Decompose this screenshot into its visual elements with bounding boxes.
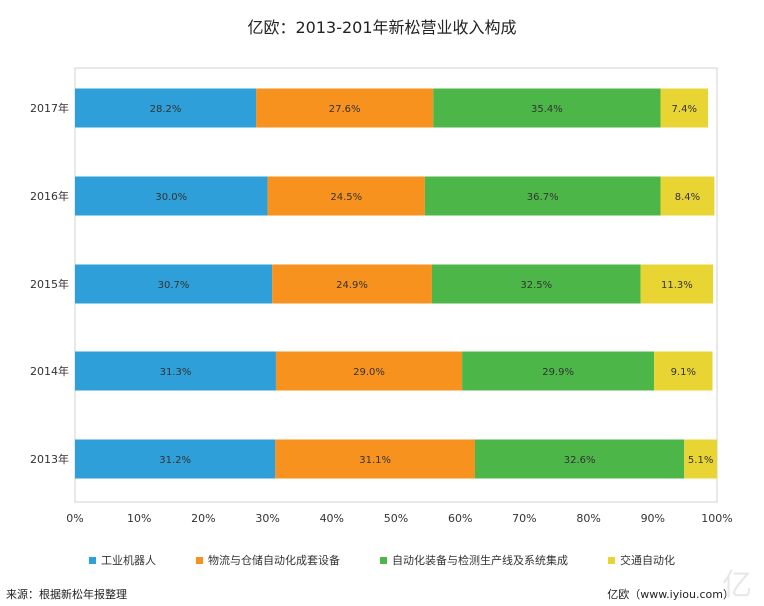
data-label: 27.6% [329,104,361,115]
data-label: 32.5% [520,280,552,291]
data-label: 28.2% [150,104,182,115]
bar-segment [640,264,714,304]
data-label: 32.6% [564,455,596,466]
watermark-logo: 亿 [722,568,752,603]
bar-segment [462,351,655,391]
category-tick-label: 2016年 [30,189,69,203]
x-tick-label: 20% [191,512,215,525]
x-tick-label: 50% [384,512,408,525]
chart-legend: 工业机器人 物流与仓储自动化成套设备 自动化装备与检测生产线及系统集成 交通自动化 [0,552,764,568]
x-tick-label: 60% [448,512,472,525]
data-label: 9.1% [671,367,696,378]
bar-segment [275,439,475,479]
legend-item: 工业机器人 [89,552,156,568]
x-tick-label: 100% [701,512,732,525]
data-label: 29.0% [353,367,385,378]
legend-item: 自动化装备与检测生产线及系统集成 [380,552,568,568]
category-tick-label: 2015年 [30,277,69,291]
data-label: 30.0% [155,192,187,203]
data-label: 29.9% [542,367,574,378]
data-label: 5.1% [688,455,713,466]
x-tick-label: 0% [66,512,83,525]
x-tick-label: 70% [512,512,536,525]
chart-title: 亿欧：2013-201年新松营业收入构成 [247,18,517,37]
bar-segment [684,439,717,479]
data-label: 30.7% [158,280,190,291]
category-tick-label: 2013年 [30,452,69,466]
data-label: 11.3% [661,280,693,291]
data-label: 24.5% [330,192,362,203]
source-note: 来源：根据新松年报整理 [6,588,127,601]
data-label: 36.7% [527,192,559,203]
bar-segment [424,176,661,216]
bar-segment [75,88,257,128]
bar-segment [433,88,661,128]
data-label: 7.4% [672,104,697,115]
bar-segment [474,439,685,479]
legend-swatch [196,556,203,564]
legend-item: 物流与仓储自动化成套设备 [196,552,340,568]
legend-item: 交通自动化 [608,552,675,568]
bar-segment [75,351,276,391]
x-tick-label: 40% [320,512,344,525]
bar-segment [660,176,715,216]
bar-segment [267,176,425,216]
legend-swatch [608,556,615,564]
legend-swatch [380,556,387,564]
bar-segment [275,351,463,391]
legend-label: 物流与仓储自动化成套设备 [208,554,340,567]
data-label: 24.9% [336,280,368,291]
legend-label: 交通自动化 [620,554,675,567]
x-tick-label: 80% [576,512,600,525]
data-label: 35.4% [531,104,563,115]
bar-segment [75,439,276,479]
credit-note: 亿欧（www.iyiou.com） [607,588,734,601]
x-tick-label: 90% [641,512,665,525]
category-tick-label: 2017年 [30,101,69,115]
data-label: 8.4% [675,192,700,203]
data-label: 31.1% [359,455,391,466]
legend-label: 工业机器人 [101,554,156,567]
x-tick-label: 10% [127,512,151,525]
bar-segment [272,264,432,304]
category-tick-label: 2014年 [30,364,69,378]
bar-segment [431,264,641,304]
bar-segment [660,88,709,128]
data-label: 31.3% [160,367,192,378]
bar-segment [256,88,434,128]
legend-label: 自动化装备与检测生产线及系统集成 [392,554,568,567]
legend-swatch [89,556,96,564]
x-tick-label: 30% [255,512,279,525]
bar-segment [654,351,713,391]
bar-segment [75,176,268,216]
data-label: 31.2% [159,455,191,466]
bar-segment [75,264,273,304]
